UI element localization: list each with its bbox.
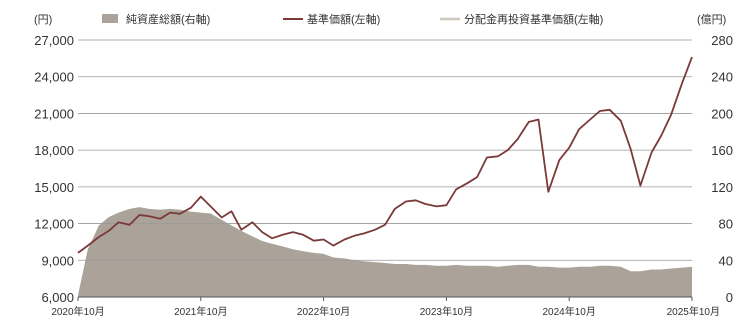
right-tick-label: 240 bbox=[711, 70, 733, 85]
legend-label-nav: 基準価額(左軸) bbox=[307, 12, 380, 26]
legend-label-net-assets: 純資産総額(右軸) bbox=[126, 12, 210, 26]
right-tick-label: 200 bbox=[711, 106, 733, 121]
nav-line-layer bbox=[77, 56, 693, 254]
left-tick-label: 15,000 bbox=[34, 180, 74, 195]
left-tick-label: 6,000 bbox=[41, 290, 74, 305]
right-tick-label: 80 bbox=[719, 217, 733, 232]
net-assets-area bbox=[78, 207, 692, 297]
left-tick-label: 21,000 bbox=[34, 106, 74, 121]
grid-layer bbox=[78, 39, 692, 261]
right-tick-label: 40 bbox=[719, 253, 733, 268]
right-tick-label: 120 bbox=[711, 180, 733, 195]
right-tick-label: 0 bbox=[726, 290, 733, 305]
x-tick-label: 2025年10月 bbox=[667, 305, 720, 318]
legend-swatch-net-assets bbox=[102, 14, 118, 23]
left-tick-label: 9,000 bbox=[41, 253, 74, 268]
legend-label-reinvested-nav: 分配金再投資基準価額(左軸) bbox=[464, 12, 603, 26]
x-tick-label: 2022年10月 bbox=[297, 305, 350, 318]
net-assets-area-layer bbox=[78, 207, 692, 297]
left-tick-label: 27,000 bbox=[34, 33, 74, 48]
x-tick-label: 2024年10月 bbox=[543, 305, 596, 318]
x-tick-label: 2023年10月 bbox=[420, 305, 473, 318]
left-axis-unit: (円) bbox=[34, 14, 52, 26]
left-tick-label: 24,000 bbox=[34, 70, 74, 85]
left-tick-label: 12,000 bbox=[34, 217, 74, 232]
legend: (円) (億円) 純資産総額(右軸) 基準価額(左軸) 分配金再投資基準価額(左軸) bbox=[34, 12, 726, 26]
axis-layer: 6,000 9,000 12,000 15,000 18,000 21,000 24,000… bbox=[34, 33, 733, 318]
x-tick-label: 2020年10月 bbox=[51, 305, 104, 318]
x-tick-label: 2021年10月 bbox=[174, 305, 227, 318]
right-axis-unit: (億円) bbox=[697, 13, 726, 26]
right-tick-label: 160 bbox=[711, 143, 733, 158]
nav-line bbox=[77, 56, 693, 254]
left-tick-label: 18,000 bbox=[34, 143, 74, 158]
right-tick-label: 280 bbox=[711, 33, 733, 48]
